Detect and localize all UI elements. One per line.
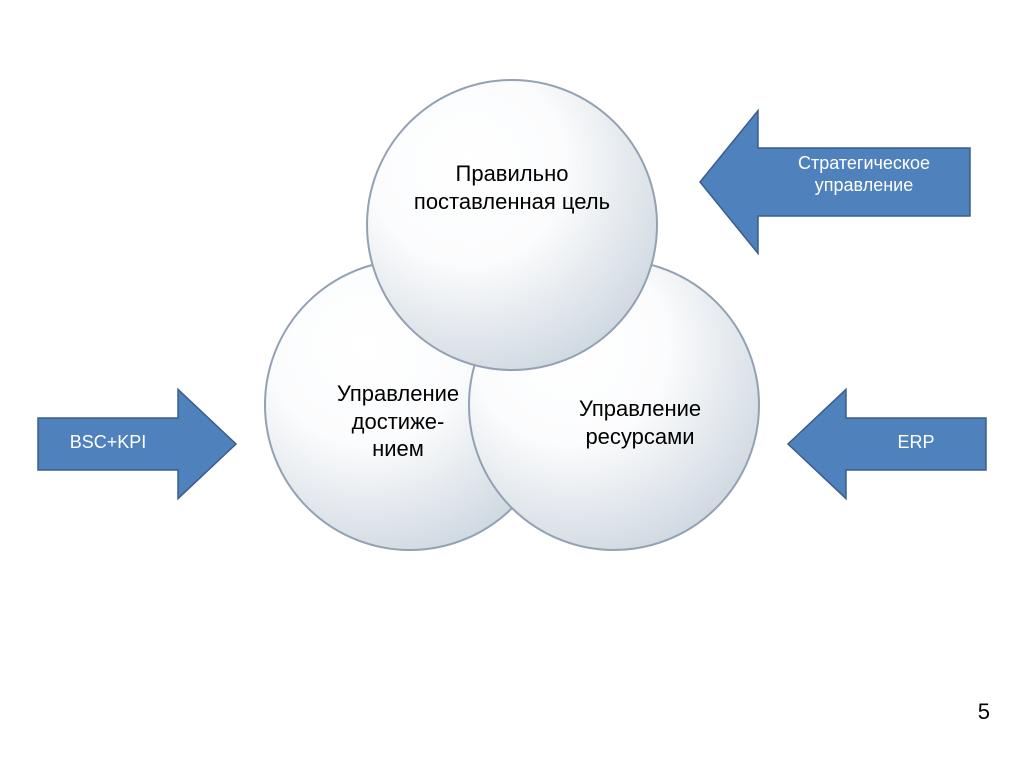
arrow-bsc-kpi [38,389,236,498]
diagram-canvas [0,0,1024,767]
venn-diagram [265,80,759,550]
page-number: 5 [978,699,990,725]
arrow-strategic-management [700,111,970,254]
venn-circle-top [367,80,657,370]
arrow-erp [788,389,986,498]
